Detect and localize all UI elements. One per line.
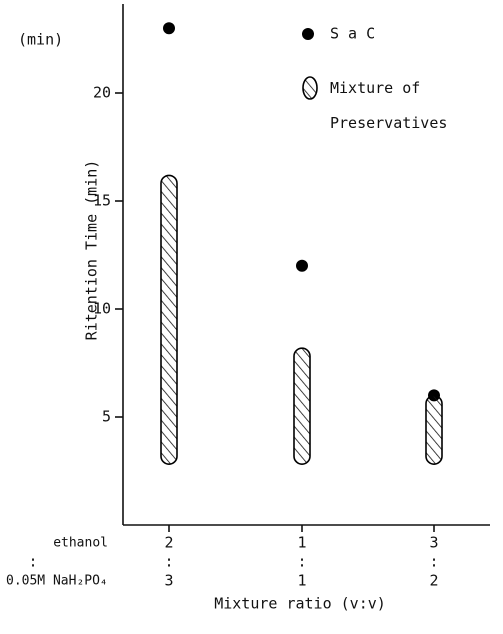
y-axis-label: Ritention Time (min) (83, 160, 101, 341)
category-label: 3 (164, 572, 173, 590)
separator: : (297, 553, 306, 571)
category-label: 3 (429, 534, 438, 552)
category-label: 2 (164, 534, 173, 552)
category-label: 2 (429, 572, 438, 590)
separator: : (28, 553, 37, 571)
separator: : (429, 553, 438, 571)
legend-label: Mixture of Preservatives (330, 79, 447, 132)
range-bar (425, 394, 443, 466)
point (296, 259, 308, 272)
category-label: 1 (297, 572, 306, 590)
range-bar (160, 174, 178, 465)
legend-marker (302, 28, 314, 40)
row-label: 0.05M NaH₂PO₄ (6, 574, 108, 589)
point (163, 22, 175, 35)
y-tick-label: 5 (102, 408, 111, 426)
y-tick-label: 10 (93, 300, 111, 318)
row-label: ethanol (53, 536, 108, 551)
legend-marker (302, 76, 318, 100)
y-tick-label: 15 (93, 192, 111, 210)
y-tick-label: 20 (93, 84, 111, 102)
legend-label: S a C (330, 25, 375, 43)
separator: : (164, 553, 173, 571)
x-axis-label: Mixture ratio (v:v) (214, 595, 386, 613)
category-label: 1 (297, 534, 306, 552)
y-unit-label: (min) (18, 31, 63, 49)
range-bar (293, 347, 311, 466)
